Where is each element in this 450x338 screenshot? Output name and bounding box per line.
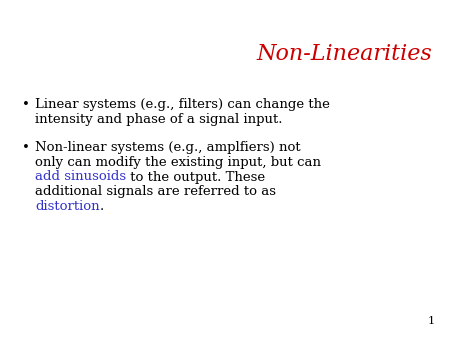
Text: distortion: distortion [35,199,99,213]
Text: .: . [99,199,104,213]
Text: •: • [22,142,30,154]
Text: 1: 1 [428,316,435,326]
Text: additional signals are referred to as: additional signals are referred to as [35,185,276,198]
Text: Non-linear systems (e.g., amplfiers) not: Non-linear systems (e.g., amplfiers) not [35,142,301,154]
Text: only can modify the existing input, but can: only can modify the existing input, but … [35,156,321,169]
Text: add sinusoids: add sinusoids [35,170,126,184]
Text: to the output. These: to the output. These [126,170,265,184]
Text: Non-Linearities: Non-Linearities [256,43,432,65]
Text: intensity and phase of a signal input.: intensity and phase of a signal input. [35,113,283,125]
Text: •: • [22,98,30,111]
Text: Linear systems (e.g., filters) can change the: Linear systems (e.g., filters) can chang… [35,98,330,111]
